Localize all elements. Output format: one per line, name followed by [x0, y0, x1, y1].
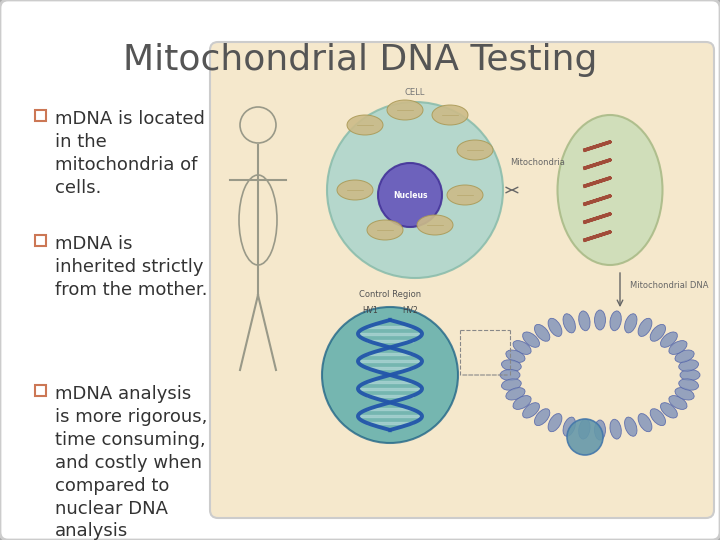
Ellipse shape [417, 215, 453, 235]
Ellipse shape [595, 420, 606, 440]
Ellipse shape [513, 341, 531, 354]
Ellipse shape [432, 105, 468, 125]
Text: HV2: HV2 [402, 306, 418, 315]
Ellipse shape [457, 140, 493, 160]
Text: mDNA analysis
is more rigorous,
time consuming,
and costly when
compared to
nucl: mDNA analysis is more rigorous, time con… [55, 385, 207, 540]
Text: Mitochondria: Mitochondria [510, 158, 565, 167]
Ellipse shape [534, 325, 550, 341]
Ellipse shape [610, 311, 621, 330]
Ellipse shape [337, 180, 373, 200]
FancyBboxPatch shape [35, 385, 46, 396]
Ellipse shape [680, 369, 700, 381]
Ellipse shape [638, 318, 652, 336]
Ellipse shape [579, 419, 590, 439]
Ellipse shape [387, 100, 423, 120]
FancyBboxPatch shape [210, 42, 714, 518]
Text: Control Region: Control Region [359, 290, 421, 299]
Ellipse shape [501, 360, 521, 371]
FancyBboxPatch shape [35, 110, 46, 121]
Ellipse shape [322, 307, 458, 443]
Ellipse shape [669, 341, 687, 354]
Text: CELL: CELL [405, 88, 426, 97]
Circle shape [327, 102, 503, 278]
Ellipse shape [650, 409, 665, 426]
Ellipse shape [548, 414, 562, 431]
Ellipse shape [595, 310, 606, 330]
Ellipse shape [563, 314, 575, 333]
Ellipse shape [650, 325, 665, 341]
Ellipse shape [669, 396, 687, 409]
Ellipse shape [660, 403, 678, 418]
Text: Mitochondrial DNA Testing: Mitochondrial DNA Testing [123, 43, 597, 77]
Text: Nucleus: Nucleus [392, 191, 427, 199]
Ellipse shape [660, 332, 678, 347]
Text: mDNA is
inherited strictly
from the mother.: mDNA is inherited strictly from the moth… [55, 235, 207, 299]
Text: mDNA is located
in the
mitochondria of
cells.: mDNA is located in the mitochondria of c… [55, 110, 205, 197]
Ellipse shape [610, 419, 621, 439]
Text: Mitochondrial DNA: Mitochondrial DNA [630, 280, 708, 289]
Ellipse shape [557, 115, 662, 265]
Ellipse shape [447, 185, 483, 205]
Ellipse shape [506, 388, 525, 400]
Ellipse shape [675, 388, 694, 400]
Circle shape [567, 419, 603, 455]
Ellipse shape [367, 220, 403, 240]
Ellipse shape [679, 360, 698, 371]
Ellipse shape [513, 396, 531, 409]
Ellipse shape [534, 409, 550, 426]
Ellipse shape [624, 314, 637, 333]
Ellipse shape [624, 417, 637, 436]
Ellipse shape [563, 417, 575, 436]
Ellipse shape [523, 403, 539, 418]
Ellipse shape [506, 350, 525, 362]
Ellipse shape [638, 414, 652, 431]
Ellipse shape [548, 318, 562, 336]
Ellipse shape [347, 115, 383, 135]
Text: HV1: HV1 [362, 306, 378, 315]
Ellipse shape [501, 379, 521, 390]
Ellipse shape [523, 332, 539, 347]
Ellipse shape [675, 350, 694, 362]
Circle shape [378, 163, 442, 227]
Ellipse shape [679, 379, 698, 390]
Ellipse shape [500, 369, 520, 381]
FancyBboxPatch shape [35, 235, 46, 246]
Ellipse shape [579, 311, 590, 330]
